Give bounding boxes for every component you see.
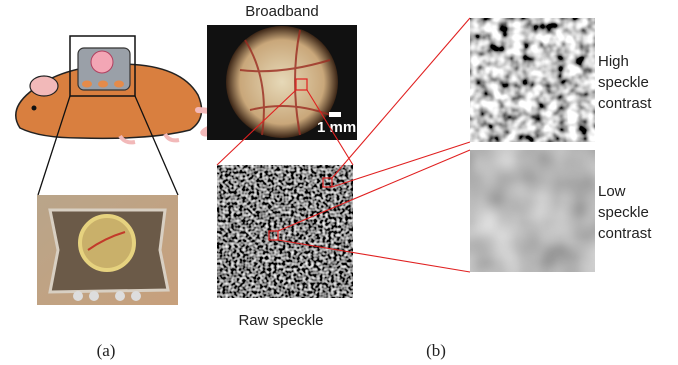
broadband-title: Broadband <box>245 3 318 20</box>
scale-bar-label: 1 mm <box>317 119 356 136</box>
label-line: speckle <box>598 74 649 91</box>
panel-label: (b) <box>426 341 446 360</box>
figure: 1 mm Broadband Raw speckle High speckle … <box>0 0 678 365</box>
high-contrast-image <box>470 18 595 142</box>
label-line: speckle <box>598 204 649 221</box>
raw-speckle-title: Raw speckle <box>238 312 323 329</box>
label-line: contrast <box>598 95 652 112</box>
label-line: contrast <box>598 225 652 242</box>
low-contrast-image <box>470 150 595 272</box>
panel-label: (a) <box>97 341 116 360</box>
label-line: High <box>598 53 629 70</box>
mouse-illustration <box>16 36 230 195</box>
implant-photo <box>37 195 178 305</box>
raw-speckle-image <box>217 165 353 298</box>
low-contrast-label: Low speckle contrast <box>598 183 653 242</box>
label-line: Low <box>598 183 626 200</box>
high-contrast-label: High speckle contrast <box>598 53 653 112</box>
